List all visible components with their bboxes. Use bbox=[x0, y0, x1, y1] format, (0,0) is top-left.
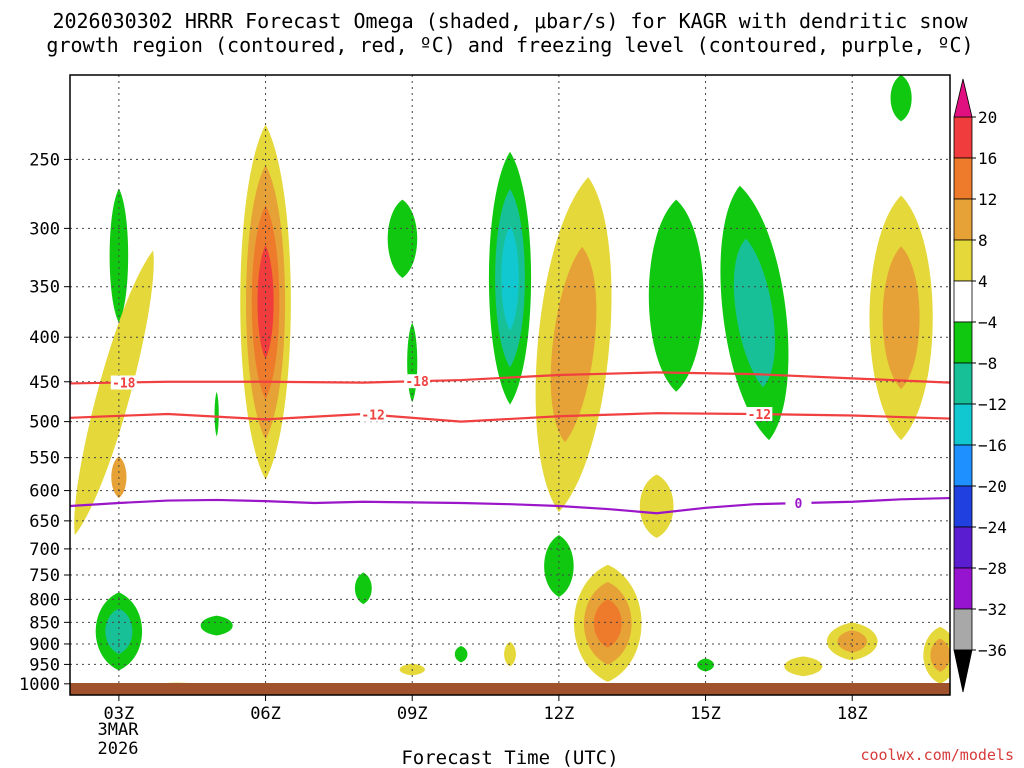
colorbar-label-7: −12 bbox=[978, 395, 1007, 414]
colorbar-bin-9 bbox=[953, 485, 973, 528]
omega-cell-6-level-0 bbox=[214, 391, 219, 437]
colorbar-label-1: 16 bbox=[978, 149, 997, 168]
x-tick-label-06Z: 06Z bbox=[250, 704, 281, 724]
colorbar-bin-4 bbox=[953, 280, 973, 323]
credit-label: coolwx.com/models bbox=[860, 746, 1014, 764]
terrain-bar bbox=[70, 683, 950, 695]
omega-cell-8-level-1 bbox=[550, 246, 597, 443]
colorbar-label-6: −8 bbox=[978, 354, 997, 373]
omega-cell-11-level-0 bbox=[639, 474, 674, 538]
colorbar-label-3: 8 bbox=[978, 231, 988, 250]
contour-label-bg-dgz-minus12-1 bbox=[746, 407, 773, 422]
omega-cell-4-level-0 bbox=[387, 199, 418, 278]
y-tick-label-300: 300 bbox=[29, 219, 60, 239]
colorbar-label-9: −20 bbox=[978, 477, 1007, 496]
date-label-month: 3MAR bbox=[98, 720, 140, 740]
y-tick-label-700: 700 bbox=[29, 540, 60, 560]
contour-layer: -18 -18 -12 -12 0 bbox=[70, 371, 950, 515]
x-tick-label-15Z: 15Z bbox=[690, 704, 721, 724]
colorbar-label-10: −24 bbox=[978, 518, 1007, 537]
contour-label-dgz-minus18-1: -18 bbox=[405, 375, 429, 390]
contour-freezing-level bbox=[70, 496, 950, 515]
y-tick-label-350: 350 bbox=[29, 278, 60, 298]
omega-cell-17-level-0 bbox=[544, 535, 574, 598]
colorbar-bin-1 bbox=[953, 157, 973, 200]
contour-label-bg-dgz-minus18-0 bbox=[110, 375, 137, 390]
colorbar-top-arrow bbox=[953, 78, 973, 118]
omega-cell-15-level-0 bbox=[200, 615, 233, 636]
omega-fill-layer bbox=[74, 75, 950, 686]
omega-cell-16-level-0 bbox=[354, 572, 372, 605]
omega-cell-10-level-1 bbox=[733, 238, 776, 388]
y-tick-label-850: 850 bbox=[29, 613, 60, 633]
colorbar-bin-12 bbox=[953, 608, 973, 651]
y-tick-label-550: 550 bbox=[29, 449, 60, 469]
y-tick-label-950: 950 bbox=[29, 655, 60, 675]
colorbar-label-11: −28 bbox=[978, 559, 1007, 578]
x-axis: 03Z 06Z 09Z 12Z 15Z 18Z bbox=[104, 695, 868, 724]
contour-label-bg-dgz-minus12-0 bbox=[360, 407, 387, 422]
colorbar-label-13: −36 bbox=[978, 641, 1007, 660]
omega-cell-14-level-1 bbox=[105, 608, 133, 655]
y-tick-label-250: 250 bbox=[29, 150, 60, 170]
colorbar-bin-0 bbox=[953, 116, 973, 159]
chart-title-line2: growth region (contoured, red, ºC) and f… bbox=[46, 33, 973, 57]
contour-label-dgz-minus18-0: -18 bbox=[112, 377, 136, 392]
y-tick-label-400: 400 bbox=[29, 328, 60, 348]
colorbar-label-8: −16 bbox=[978, 436, 1007, 455]
y-tick-label-650: 650 bbox=[29, 512, 60, 532]
omega-cell-24-level-0 bbox=[784, 656, 823, 677]
contour-label-bg-freezing-level-0 bbox=[785, 496, 812, 511]
omega-cell-25-level-1 bbox=[930, 638, 950, 672]
x-tick-label-09Z: 09Z bbox=[397, 704, 428, 724]
y-tick-label-900: 900 bbox=[29, 635, 60, 655]
date-label-year: 2026 bbox=[98, 739, 139, 759]
omega-cell-13-level-0 bbox=[890, 75, 912, 122]
omega-cell-21-level-0 bbox=[504, 641, 516, 667]
y-tick-label-500: 500 bbox=[29, 413, 60, 433]
colorbar-bin-10 bbox=[953, 526, 973, 569]
omega-cell-1-level-0 bbox=[74, 250, 154, 536]
colorbar-bin-2 bbox=[953, 198, 973, 241]
omega-cell-23-level-1 bbox=[837, 630, 867, 653]
colorbar-label-12: −32 bbox=[978, 600, 1007, 619]
omega-cell-7-level-2 bbox=[501, 226, 519, 331]
omega-cell-9-level-0 bbox=[648, 199, 704, 392]
contour-label-bg-dgz-minus18-1 bbox=[404, 374, 431, 389]
x-axis-label: Forecast Time (UTC) bbox=[401, 747, 618, 768]
y-axis: 2503003504004505005506006507007508008509… bbox=[19, 150, 70, 695]
contour-label-dgz-minus12-1: -12 bbox=[748, 408, 771, 423]
colorbar: 20 16 12 8 4 −4 −8 −12 −16 −20 −24 −28 −32 −36 bbox=[953, 78, 1007, 693]
omega-cell-3-level-3 bbox=[257, 245, 274, 359]
contour-dgz-minus18 bbox=[70, 371, 950, 385]
colorbar-label-0: 20 bbox=[978, 108, 997, 127]
colorbar-bin-3 bbox=[953, 239, 973, 282]
y-tick-label-450: 450 bbox=[29, 373, 60, 393]
colorbar-bin-5 bbox=[953, 321, 973, 364]
x-tick-label-03Z: 03Z bbox=[104, 704, 135, 724]
y-tick-label-750: 750 bbox=[29, 566, 60, 586]
chart-title-line1: 2026030302 HRRR Forecast Omega (shaded, … bbox=[52, 9, 968, 33]
y-tick-label-1000: 1000 bbox=[19, 675, 60, 695]
colorbar-bin-11 bbox=[953, 567, 973, 610]
colorbar-bin-6 bbox=[953, 362, 973, 405]
contour-dgz-minus12 bbox=[70, 412, 950, 423]
y-tick-label-800: 800 bbox=[29, 590, 60, 610]
x-tick-label-18Z: 18Z bbox=[837, 704, 868, 724]
contour-label-dgz-minus12-0: -12 bbox=[361, 409, 384, 424]
plot-frame bbox=[69, 74, 951, 696]
omega-cell-12-level-1 bbox=[882, 246, 920, 390]
x-tick-label-12Z: 12Z bbox=[544, 704, 575, 724]
y-tick-label-600: 600 bbox=[29, 482, 60, 502]
omega-cell-18-level-2 bbox=[593, 599, 622, 648]
colorbar-bin-8 bbox=[953, 444, 973, 487]
omega-cell-20-level-0 bbox=[454, 646, 468, 663]
contour-label-freezing-level-0: 0 bbox=[795, 497, 803, 512]
colorbar-label-2: 12 bbox=[978, 190, 997, 209]
colorbar-bottom-arrow bbox=[953, 649, 973, 693]
colorbar-label-5: −4 bbox=[978, 313, 997, 332]
colorbar-label-4: 4 bbox=[978, 272, 988, 291]
colorbar-bin-7 bbox=[953, 403, 973, 446]
